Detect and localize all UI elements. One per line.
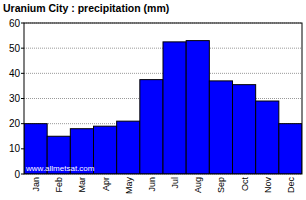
- plot-frame: [24, 23, 302, 174]
- watermark: www.allmetsat.com: [25, 164, 95, 173]
- x-tick-label: Aug: [193, 177, 203, 193]
- x-tick-label: Sep: [216, 177, 226, 193]
- bar: [209, 81, 232, 174]
- bar: [233, 85, 256, 174]
- y-tick-label: 60: [9, 18, 21, 29]
- x-tick-label: Apr: [101, 177, 111, 191]
- y-tick-label: 0: [14, 169, 20, 180]
- bar: [256, 101, 279, 174]
- x-tick-label: Feb: [54, 177, 64, 193]
- bar: [163, 42, 186, 174]
- bar: [140, 80, 163, 174]
- chart-svg: Uranium City : precipitation (mm) 0 10 20 30…: [0, 0, 306, 200]
- bar: [186, 41, 209, 174]
- x-tick-label: Jan: [31, 177, 41, 192]
- y-tick-label: 20: [9, 118, 21, 129]
- x-tick-label: May: [124, 177, 134, 195]
- x-tick-label: Jul: [170, 177, 180, 189]
- x-tick-label: Nov: [263, 177, 273, 194]
- x-tick-label: Mar: [77, 177, 87, 193]
- x-tick-label: Dec: [286, 177, 296, 194]
- y-tick-label: 10: [9, 143, 21, 154]
- x-tick-label: Jun: [147, 177, 157, 192]
- bar: [117, 121, 140, 174]
- x-tick-label: Oct: [240, 177, 250, 192]
- bars: [24, 41, 302, 174]
- chart-container: Uranium City : precipitation (mm) 0 10 20 30…: [0, 0, 306, 200]
- bar: [279, 124, 302, 174]
- plot-background: [24, 23, 302, 174]
- title: Uranium City : precipitation (mm): [3, 2, 169, 14]
- y-tick-label: 40: [9, 68, 21, 79]
- y-tick-label: 30: [9, 93, 21, 104]
- bar: [94, 126, 117, 174]
- y-tick-label: 50: [9, 43, 21, 54]
